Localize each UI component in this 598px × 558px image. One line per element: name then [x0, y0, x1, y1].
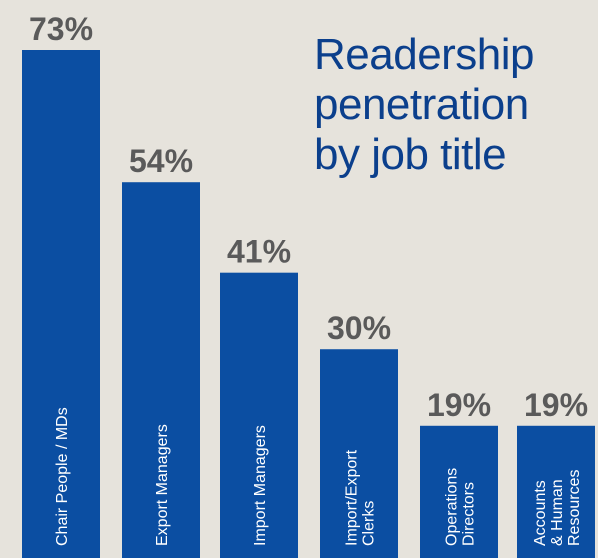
chart-title-line-1: Readership: [314, 30, 535, 79]
bar-category-label-4: Import/ExportClerks: [344, 449, 378, 546]
bar-category-label-line: Chair People / MDs: [54, 407, 71, 546]
chart-title-line-2: penetration: [314, 80, 529, 129]
bar-category-label-1: Chair People / MDs: [54, 407, 71, 546]
bar-1: [22, 50, 100, 558]
bar-group-4: 30% Import/ExportClerks: [320, 310, 398, 558]
bar-category-label-line: Import/Export: [344, 449, 361, 546]
bar-3: [220, 272, 298, 558]
bar-category-label-line: Export Managers: [154, 424, 171, 546]
bar-category-label-line: Clerks: [361, 501, 378, 546]
bar-category-label-5: OperationsDirectors: [444, 468, 478, 546]
bar-group-5: 19% OperationsDirectors: [420, 387, 498, 558]
bar-value-label-6: 19%: [524, 387, 588, 423]
bar-category-label-line: Accounts: [532, 480, 549, 546]
bar-group-2: 54% Export Managers: [122, 143, 200, 558]
bar-category-label-3: Import Managers: [252, 425, 269, 546]
bar-group-1: 73% Chair People / MDs: [22, 11, 100, 558]
bar-category-label-line: Operations: [444, 468, 461, 546]
bar-5: [420, 425, 498, 558]
bar-category-label-2: Export Managers: [154, 424, 171, 546]
bar-value-label-1: 73%: [29, 11, 93, 47]
bar-value-label-5: 19%: [427, 387, 491, 423]
bar-category-label-6: Accounts& HumanResources: [532, 470, 583, 546]
bar-category-label-line: Import Managers: [252, 425, 269, 546]
bar-4: [320, 349, 398, 558]
bar-category-label-line: & Human: [549, 479, 566, 546]
bar-value-label-2: 54%: [129, 143, 193, 179]
bar-value-label-4: 30%: [327, 310, 391, 346]
bar-value-label-3: 41%: [227, 234, 291, 270]
bar-category-label-line: Resources: [566, 470, 583, 546]
bar-category-label-line: Directors: [461, 482, 478, 546]
bar-6: [517, 425, 595, 558]
chart-title: Readership penetration by job title: [314, 30, 594, 180]
chart-title-line-3: by job title: [314, 130, 507, 179]
bar-group-6: 19% Accounts& HumanResources: [517, 387, 595, 558]
bar-group-3: 41% Import Managers: [220, 234, 298, 558]
bar-2: [122, 182, 200, 558]
